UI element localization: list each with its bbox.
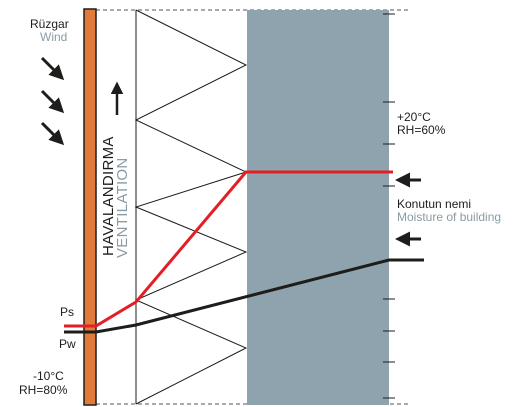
masonry-panel bbox=[247, 10, 389, 405]
pw-curve-label: Pw bbox=[59, 337, 76, 351]
moisture-label-en: Moisture of building bbox=[397, 210, 502, 224]
wind-arrows-icon bbox=[40, 56, 65, 146]
inside-rh-label: RH=60% bbox=[397, 123, 446, 137]
wind-label-tr: Rüzgar bbox=[30, 17, 69, 31]
moisture-label-tr: Konutun nemi bbox=[397, 197, 472, 211]
outside-temp-label: -10°C bbox=[33, 369, 64, 383]
cladding-board bbox=[83, 8, 97, 406]
moisture-arrows-icon bbox=[395, 172, 421, 247]
insulation-zigzag bbox=[134, 9, 248, 405]
ps-curve-label: Ps bbox=[60, 305, 75, 319]
ps-saturation-curve bbox=[64, 170, 393, 328]
pw-vapour-curve bbox=[64, 258, 424, 334]
inside-temp-label: +20°C bbox=[397, 110, 431, 124]
panel-tick-marks bbox=[383, 13, 395, 399]
wind-label-en: Wind bbox=[40, 30, 68, 44]
outside-rh-label: RH=80% bbox=[19, 383, 68, 397]
ventilation-label-en: VENTILATION bbox=[114, 157, 131, 258]
